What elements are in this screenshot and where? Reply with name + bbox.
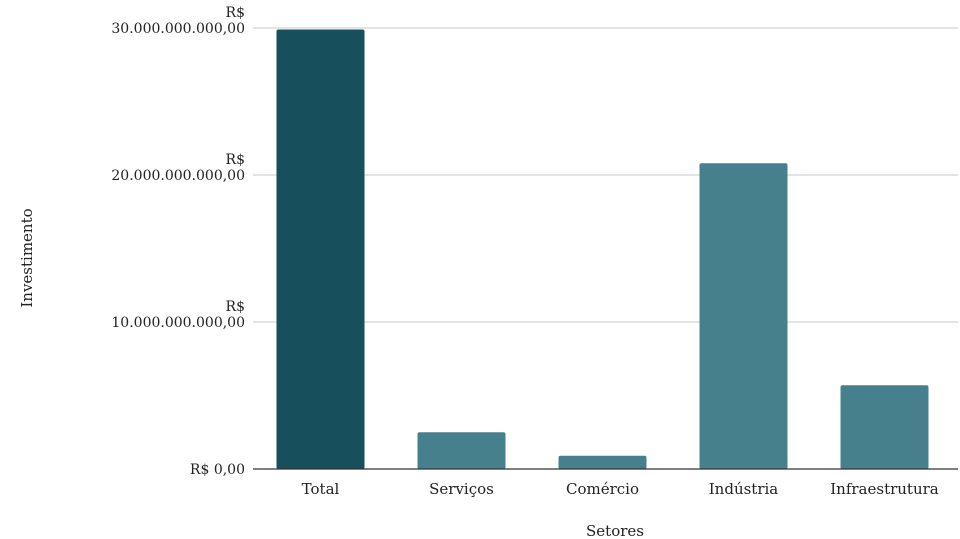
y-axis-title: Investimento [18,208,36,307]
x-tick-label-4: Infraestrutura [830,480,939,498]
grid-lines [253,27,958,323]
y-tick-labels: R$ 0,00R$ 10.000.000.000,00R$ 20.000.000.0… [111,5,245,478]
y-tick-label-line: R$ [226,152,245,168]
y-tick-label-line: 20.000.000.000,00 [111,168,245,184]
y-tick-label-1: R$ 10.000.000.000,00 [111,299,245,331]
bars [276,29,929,470]
x-tick-label-2: Comércio [566,480,639,498]
x-axis-title: Setores [586,522,644,539]
x-tick-label-0: Total [302,480,340,498]
y-tick-label-line: R$ [226,299,245,315]
y-tick-label-3: R$ 30.000.000.000,00 [111,5,245,37]
x-tick-label-1: Serviços [429,480,494,498]
y-tick-label-2: R$ 20.000.000.000,00 [111,152,245,184]
x-tick-label-3: Indústria [709,480,779,498]
bar-0 [276,29,365,469]
bar-1 [417,432,506,469]
bar-2 [558,455,647,469]
y-tick-label-line: R$ 0,00 [190,462,245,478]
bar-3 [699,163,788,470]
y-tick-label-line: 10.000.000.000,00 [111,315,245,331]
y-tick-label-line: R$ [226,5,245,21]
y-tick-label-0: R$ 0,00 [190,462,245,478]
x-tick-labels: Total Serviços Comércio Indústria Infraestru… [302,480,939,498]
y-tick-label-line: 30.000.000.000,00 [111,21,245,37]
bar-4 [840,385,929,469]
